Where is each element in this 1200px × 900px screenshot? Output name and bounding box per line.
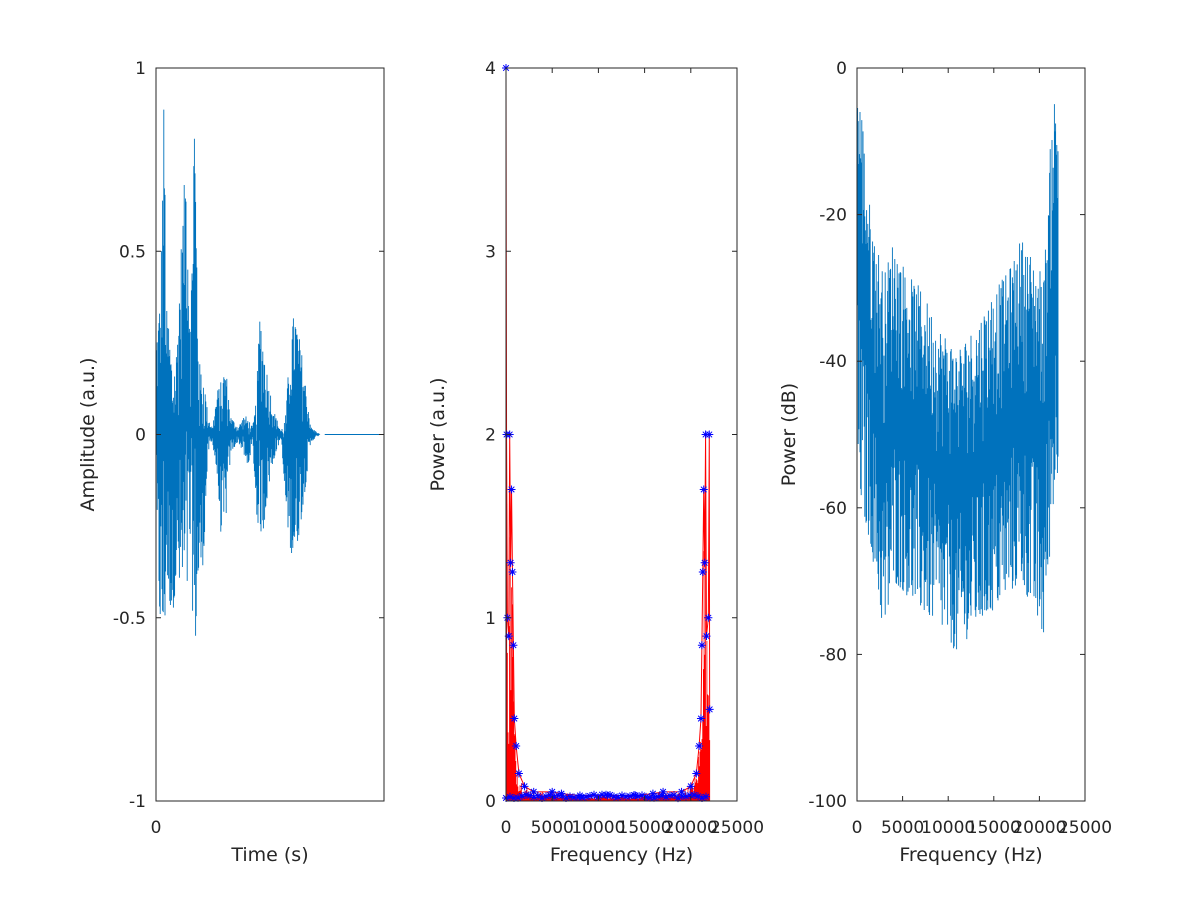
power-spectrum-marker-point — [520, 782, 529, 791]
power-spectrum-marker-point — [705, 430, 714, 439]
waveform-xtick-label: 0 — [151, 818, 162, 838]
power-spectrum-db-xtick-label: 0 — [852, 818, 863, 838]
power-spectrum-db-ytick-label: -60 — [819, 499, 847, 519]
power-spectrum-marker-point — [704, 613, 713, 622]
power-spectrum-marker-point — [695, 742, 704, 751]
waveform-ytick-label: 0.5 — [119, 242, 146, 262]
power-spectrum-db-ytick-label: -100 — [808, 792, 847, 812]
power-spectrum-db-ytick-label: -80 — [819, 645, 847, 665]
power-spectrum-marker-point — [548, 787, 557, 796]
power-spectrum-ytick-label: 2 — [485, 426, 496, 446]
power-spectrum-ytick-label: 0 — [485, 792, 496, 812]
power-spectrum-marker-point — [696, 714, 705, 723]
power-spectrum-xtick-label: 15000 — [618, 818, 672, 838]
power-spectrum-db-xlabel: Frequency (Hz) — [899, 844, 1042, 866]
power-spectrum-marker-point — [677, 787, 686, 796]
power-spectrum-db-ylabel: Power (dB) — [778, 383, 800, 486]
waveform-xlabel: Time (s) — [230, 844, 308, 866]
power-spectrum-xtick-label: 0 — [501, 818, 512, 838]
power-spectrum-db-xtick-label: 15000 — [967, 818, 1021, 838]
power-spectrum-db-ytick-label: -40 — [819, 352, 847, 372]
power-spectrum-db-xtick-label: 25000 — [1058, 818, 1112, 838]
power-spectrum-marker-point — [507, 485, 516, 494]
power-spectrum-marker-point — [529, 787, 538, 796]
power-spectrum-marker-point — [508, 567, 517, 576]
power-spectrum-marker-point — [506, 558, 515, 567]
power-spectrum-ylabel: Power (a.u.) — [427, 377, 449, 491]
power-spectrum-marker-point — [557, 789, 566, 798]
power-spectrum-marker-point — [512, 742, 521, 751]
power-spectrum-marker-point — [700, 558, 709, 567]
power-spectrum-marker-point — [659, 787, 668, 796]
subplot-waveform: -1 -0.5 0 0.5 1 0 Time (s) Amplitude (a.u.) — [77, 59, 385, 866]
power-spectrum-db-xtick-label: 5000 — [881, 818, 924, 838]
waveform-ytick-label: -1 — [129, 792, 146, 812]
power-spectrum-db-xtick-label: 20000 — [1012, 818, 1066, 838]
power-spectrum-marker-point — [699, 485, 708, 494]
power-spectrum-marker-point — [698, 567, 707, 576]
power-spectrum-xtick-label: 20000 — [664, 818, 718, 838]
power-spectrum-xtick-label: 25000 — [710, 818, 764, 838]
power-spectrum-ytick-label: 4 — [485, 59, 496, 79]
waveform-ytick-label: -0.5 — [113, 609, 146, 629]
power-spectrum-marker-point — [648, 789, 657, 798]
power-spectrum-marker-point — [697, 641, 706, 650]
subplot-power-spectrum-db: -100 -80 -60 -40 -20 0 0 5000100001500020000250… — [778, 59, 1112, 866]
power-spectrum-ytick-label: 1 — [485, 609, 496, 629]
power-spectrum-marker-point — [509, 641, 518, 650]
power-spectrum-db-xtick-label: 10000 — [921, 818, 975, 838]
power-spectrum-ytick-label: 3 — [485, 242, 496, 262]
power-spectrum-xtick-label: 10000 — [571, 818, 625, 838]
waveform-ylabel: Amplitude (a.u.) — [77, 358, 99, 512]
power-spectrum-marker-point — [692, 769, 701, 778]
power-spectrum-marker-point — [504, 632, 513, 641]
power-spectrum-marker-point — [686, 782, 695, 791]
power-spectrum-db-ytick-label: 0 — [836, 59, 847, 79]
power-spectrum-db-axes-box — [856, 67, 1086, 802]
power-spectrum-marker-point — [510, 714, 519, 723]
power-spectrum-marker-point — [702, 632, 711, 641]
power-spectrum-marker-point — [705, 705, 714, 714]
power-spectrum-marker-point — [514, 769, 523, 778]
waveform-ytick-label: 0 — [135, 426, 146, 446]
power-spectrum-xtick-label: 5000 — [531, 818, 574, 838]
power-spectrum-marker-point — [603, 791, 612, 800]
power-spectrum-db-ytick-label: -20 — [819, 206, 847, 226]
power-spectrum-xlabel: Frequency (Hz) — [550, 844, 693, 866]
waveform-ytick-label: 1 — [135, 59, 146, 79]
